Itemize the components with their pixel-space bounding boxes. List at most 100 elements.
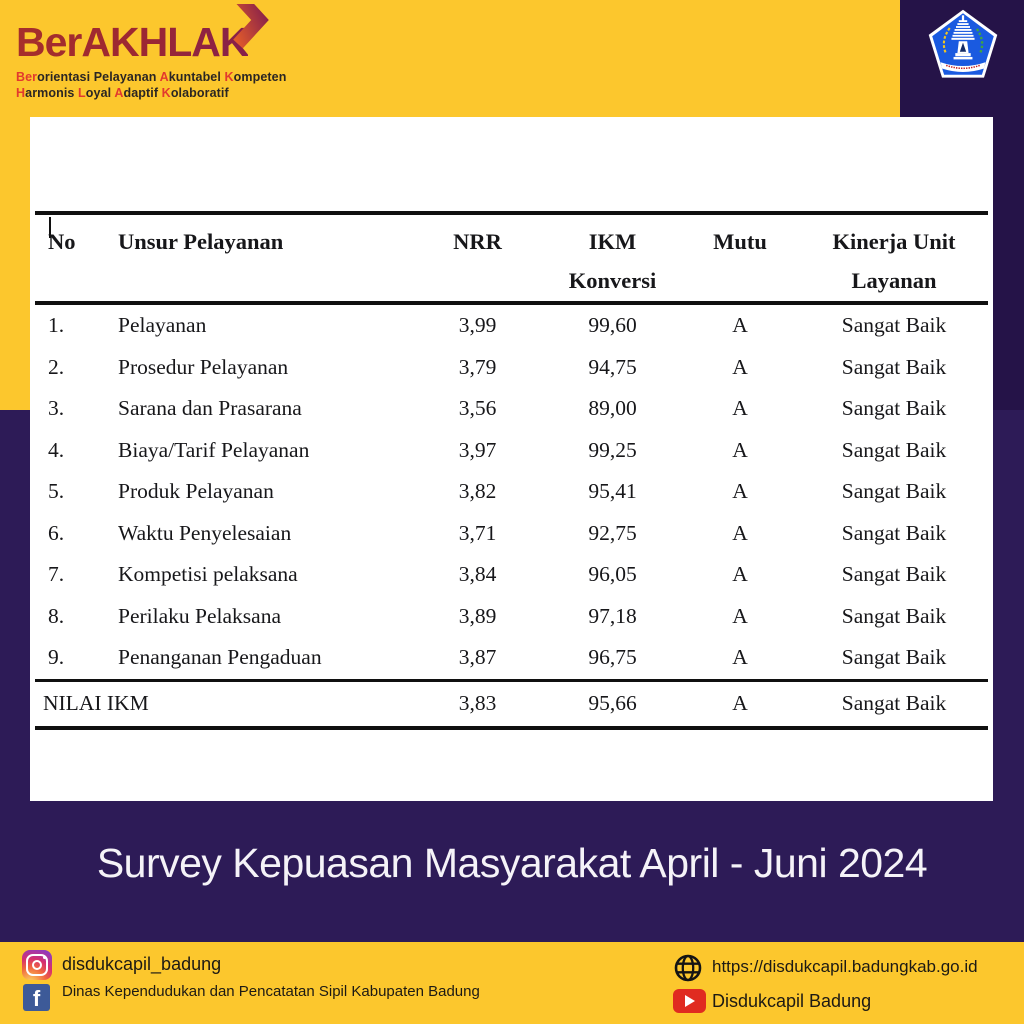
tagline-highlight: A [159, 70, 169, 84]
table-row: 8. Perilaku Pelaksana 3,89 97,18 A Sangat Bai… [35, 596, 988, 638]
instagram-icon [22, 950, 52, 980]
table-cell: Produk Pelayanan [118, 479, 274, 504]
summary-kinerja: Sangat Baik [800, 678, 988, 730]
table-cell: 7. [48, 562, 65, 587]
column-header: Unsur Pelayanan [105, 211, 410, 305]
table-cell: 92,75 [588, 520, 637, 545]
table-cell: 3,84 [458, 562, 497, 587]
table-cell: 3. [48, 396, 65, 421]
table-cell: 6. [48, 520, 65, 545]
tagline-text: daptif [123, 86, 162, 100]
summary-ikm: 95,66 [545, 678, 680, 730]
tagline-text: armonis [25, 86, 79, 100]
berakhlak-tagline-line1: Berorientasi Pelayanan Akuntabel Kompete… [16, 69, 286, 85]
tagline-text: Pelayanan [93, 70, 160, 84]
instagram-camera-frame [26, 954, 48, 976]
tagline-text: kuntabel [168, 70, 225, 84]
youtube-play-icon [685, 995, 695, 1007]
table-cell: 99,25 [588, 437, 637, 462]
summary-row: NILAI IKM 3,83 95,66 A Sangat Baik [35, 678, 988, 730]
table-cell: A [732, 437, 748, 462]
table-cell: 3,87 [458, 645, 497, 670]
table-row: 4. Biaya/Tarif Pelayanan 3,97 99,25 A Sangat … [35, 430, 988, 472]
summary-nrr: 3,83 [410, 678, 545, 730]
table-cell: Sangat Baik [841, 645, 947, 670]
table-cell: Sangat Baik [841, 437, 947, 462]
tagline-highlight: K [224, 70, 234, 84]
table-cell: Sangat Baik [841, 520, 947, 545]
column-header: Kinerja Unit Layanan [800, 211, 988, 305]
table-cell: A [732, 603, 748, 628]
table-cell: Prosedur Pelayanan [118, 354, 289, 379]
table-row: 3. Sarana dan Prasarana 3,56 89,00 A Sangat B… [35, 388, 988, 430]
table-row: 5. Produk Pelayanan 3,82 95,41 A Sangat Baik [35, 471, 988, 513]
tagline-text: oyal [85, 86, 115, 100]
table-cell: 96,05 [588, 562, 637, 587]
table-cell: Perilaku Pelaksana [118, 603, 281, 628]
berakhlak-logo-text: BerAKHLAK [16, 19, 249, 65]
table-cell: 94,75 [588, 354, 637, 379]
column-header: Mutu [680, 211, 800, 305]
table-cell: 3,79 [458, 354, 497, 379]
instagram-handle: disdukcapil_badung [62, 954, 222, 974]
table-cell: 3,82 [458, 479, 497, 504]
youtube-label: Disdukcapil Badung [712, 991, 872, 1011]
tagline-text: ompeten [233, 70, 287, 84]
badung-regency-seal-icon [928, 9, 998, 78]
table-cell: 1. [48, 313, 65, 338]
tagline-highlight: K [161, 86, 171, 100]
survey-title: Survey Kepuasan Masyarakat April - Juni … [96, 840, 928, 886]
column-header: IKM Konversi [545, 211, 680, 305]
table-cell: A [732, 520, 748, 545]
table-cell: 95,41 [588, 479, 637, 504]
table-cell: A [732, 479, 748, 504]
table-cell: Kompetisi pelaksana [118, 562, 298, 587]
summary-mutu: A [680, 678, 800, 730]
berakhlak-logo: BerAKHLAK Berorientasi Pelayanan Akuntab… [16, 4, 286, 101]
tagline-text: olaboratif [170, 86, 229, 100]
table-cell: Biaya/Tarif Pelayanan [118, 437, 310, 462]
table-cell: 3,71 [458, 520, 497, 545]
table-cell: A [732, 313, 748, 338]
column-header: NRR [410, 211, 545, 305]
tagline-highlight: A [114, 86, 124, 100]
table-cell: Sarana dan Prasarana [118, 396, 302, 421]
table-cell: Sangat Baik [841, 313, 947, 338]
logo-arrow-icon [233, 4, 269, 49]
table-row: 7. Kompetisi pelaksana 3,84 96,05 A Sangat Ba… [35, 554, 988, 596]
table-cell: Sangat Baik [841, 354, 947, 379]
table-cell: 89,00 [588, 396, 637, 421]
summary-label: NILAI IKM [35, 678, 410, 730]
table-cell: Pelayanan [118, 313, 207, 338]
table-row: 1. Pelayanan 3,99 99,60 A Sangat Baik [35, 303, 988, 347]
table-cell: 8. [48, 603, 65, 628]
table-cell: Penanganan Pengaduan [118, 645, 322, 670]
table-cell: 99,60 [588, 313, 637, 338]
table-cell: 96,75 [588, 645, 637, 670]
tagline-text: orientasi [37, 70, 94, 84]
table-cell: 3,99 [458, 313, 497, 338]
table-cell: 5. [48, 479, 65, 504]
table-cell: A [732, 645, 748, 670]
table-cell: Waktu Penyelesaian [118, 520, 292, 545]
table-row: 2. Prosedur Pelayanan 3,79 94,75 A Sangat Bai… [35, 347, 988, 389]
instagram-camera-dot [43, 956, 46, 959]
table-cell: 3,89 [458, 603, 497, 628]
table-cell: Sangat Baik [841, 479, 947, 504]
table-row: 9. Penanganan Pengaduan 3,87 96,75 A Sangat B… [35, 637, 988, 680]
website-url: https://disdukcapil.badungkab.go.id [712, 957, 978, 976]
youtube-icon [673, 989, 706, 1013]
facebook-label: Dinas Kependudukan dan Pencatatan Sipil … [62, 983, 480, 1000]
table-cell: 97,18 [588, 603, 637, 628]
results-card: No Unsur Pelayanan NRR IKM Konversi Mutu Kine… [30, 117, 993, 801]
table-cell: A [732, 396, 748, 421]
table-cell: 4. [48, 437, 65, 462]
tagline-highlight: L [78, 86, 86, 100]
table-cell: A [732, 562, 748, 587]
footer: disdukcapil_badung f Dinas Kependudukan … [0, 942, 1024, 1024]
table-cell: 9. [48, 645, 65, 670]
column-header: No [35, 211, 105, 305]
table-cell: Sangat Baik [841, 603, 947, 628]
table-row: 6. Waktu Penyelesaian 3,71 92,75 A Sangat Bai… [35, 513, 988, 555]
tagline-highlight: Ber [16, 70, 38, 84]
